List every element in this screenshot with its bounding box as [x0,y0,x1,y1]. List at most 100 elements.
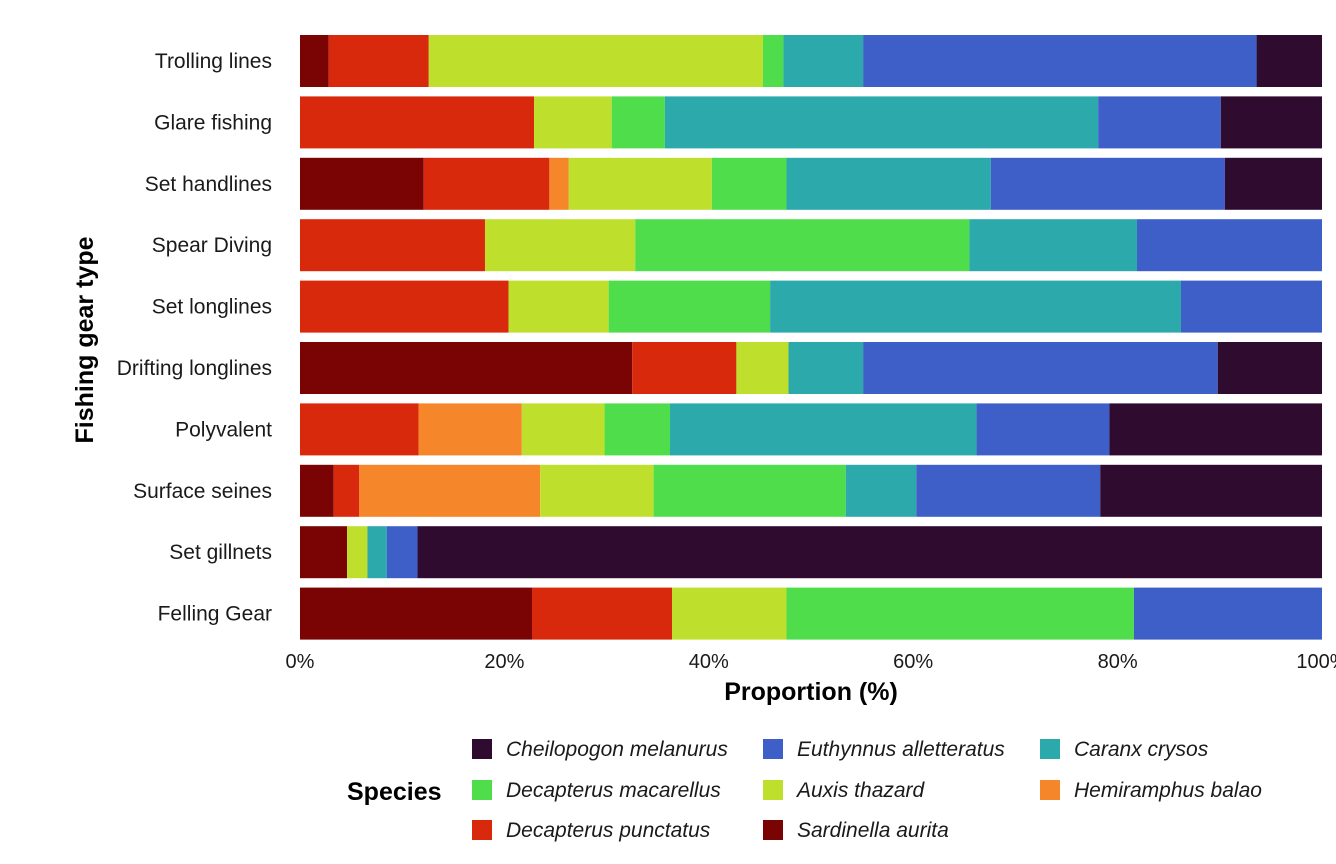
bar-segment [1180,280,1322,333]
category-label: Glare fishing [154,111,272,134]
y-axis-title: Fishing gear type [71,236,99,443]
x-tick-label: 80% [1098,651,1138,673]
bar-segment [300,587,532,640]
bar-segment [770,280,1181,333]
bar-segment [1256,35,1322,87]
bar-segment [549,157,569,210]
bar-segment [611,96,665,149]
bar-segment [1100,464,1322,517]
category-labels: Trolling lines Glare fishing Set handlines… [117,50,272,626]
bar-segment [1224,157,1322,210]
bar-segment [916,464,1101,517]
legend-label: Hemiramphus balao [1074,779,1262,802]
legend-label: Caranx crysos [1074,738,1209,761]
bar-segment [300,403,419,456]
legend-swatch [472,820,492,840]
bar-segment [632,342,737,394]
bar-segment [672,587,787,640]
bar-segment [521,403,605,456]
legend-swatch [763,820,783,840]
legend-label: Cheilopogon melanurus [506,738,728,761]
bar-segment [990,157,1225,210]
bar-segment [300,280,509,333]
bar-segment [1109,403,1322,456]
bar-segment [328,35,429,87]
bar-segment [386,526,418,579]
bar-segment [300,96,535,149]
bar-segment [604,403,670,456]
bar-segment [1220,96,1322,149]
legend-label: Euthynnus alletteratus [797,738,1005,761]
legend-swatch [1040,739,1060,759]
category-label: Spear Diving [152,234,272,257]
bar-segment [484,219,636,272]
bar-segment [508,280,609,333]
category-label: Drifting longlines [117,357,272,380]
bar-segment [669,403,977,456]
bar-segment [300,526,348,579]
legend-label: Sardinella aurita [797,819,949,842]
bar-segment [423,157,550,210]
bar-segment [300,464,334,517]
legend-label: Decapterus macarellus [506,779,721,802]
bar-segment [347,526,368,579]
category-label: Surface seines [133,480,272,503]
legend-swatch [472,780,492,800]
bar-segment [608,280,771,333]
bar-segment [300,35,329,87]
bar-segment [418,403,522,456]
category-label: Set longlines [152,296,272,319]
bar-segment [664,96,1099,149]
x-axis-title: Proportion (%) [724,678,898,706]
legend-title: Species [347,778,442,806]
legend-swatch [763,739,783,759]
bar-segment [1133,587,1322,640]
bar-segment [845,464,917,517]
legend-label: Auxis thazard [795,779,926,802]
bar-segment [568,157,712,210]
bar-segment [788,342,864,394]
bar-segment [359,464,541,517]
bar-segment [531,587,673,640]
bar-segment [417,526,1322,579]
legend-label: Decapterus punctatus [506,819,711,842]
bar-segment [300,219,485,272]
bar-segment [300,342,633,394]
legend-swatch [472,739,492,759]
legend: Species Cheilopogon melanurus Euthynnus a… [347,738,1262,842]
bar-segment [711,157,787,210]
bar-segment [1137,219,1322,272]
bar-segment [534,96,612,149]
x-tick-label: 20% [484,651,524,673]
category-label: Trolling lines [155,50,272,73]
legend-swatch [1040,780,1060,800]
bar-segment [540,464,654,517]
bar-segment [653,464,846,517]
bar-segment [976,403,1110,456]
bar-segment [863,35,1257,87]
x-tick-label: 60% [893,651,933,673]
bar-segment [786,587,1134,640]
bar-segment [300,157,424,210]
bar-segment [736,342,789,394]
category-label: Set gillnets [169,541,272,564]
bars-group [300,35,1322,640]
bar-segment [762,35,784,87]
legend-swatch [763,780,783,800]
bar-segment [1098,96,1221,149]
bar-segment [1217,342,1322,394]
bar-segment [786,157,991,210]
x-axis-ticks: 0% 20% 40% 60% 80% 100% [286,651,1336,673]
bar-segment [635,219,970,272]
bar-segment [333,464,360,517]
x-tick-label: 0% [286,651,315,673]
bar-segment [428,35,763,87]
category-label: Felling Gear [158,603,272,626]
bar-segment [367,526,387,579]
x-tick-label: 100% [1296,651,1336,673]
bar-segment [783,35,864,87]
bar-segment [969,219,1138,272]
category-label: Set handlines [145,173,272,196]
x-tick-label: 40% [689,651,729,673]
